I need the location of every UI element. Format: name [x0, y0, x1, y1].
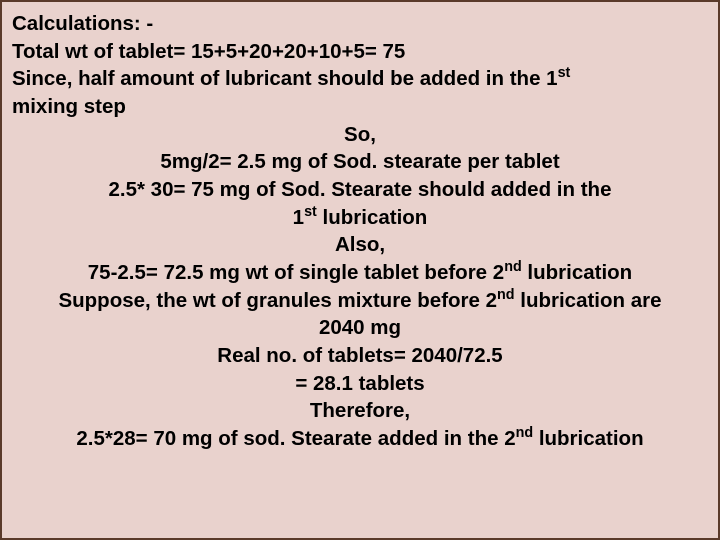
- text-part: lubrication are: [515, 289, 662, 312]
- text-part: lubrication: [522, 261, 632, 284]
- superscript: st: [558, 66, 571, 82]
- text-line: 2040 mg: [12, 314, 708, 342]
- text-line: 75-2.5= 72.5 mg wt of single tablet befo…: [12, 259, 708, 287]
- text-line: 2.5*28= 70 mg of sod. Stearate added in …: [12, 425, 708, 453]
- text-line: Real no. of tablets= 2040/72.5: [12, 342, 708, 370]
- superscript: nd: [497, 287, 515, 303]
- text-line: Calculations: -: [12, 10, 708, 38]
- text-line: So,: [12, 121, 708, 149]
- superscript: nd: [516, 425, 534, 441]
- text-line: Also,: [12, 231, 708, 259]
- text-part: 75-2.5= 72.5 mg wt of single tablet befo…: [88, 261, 504, 284]
- text-line: Since, half amount of lubricant should b…: [12, 65, 708, 93]
- text-part: lubrication: [533, 427, 643, 450]
- text-part: Since, half amount of lubricant should b…: [12, 67, 558, 90]
- slide-container: Calculations: - Total wt of tablet= 15+5…: [0, 0, 720, 540]
- text-part: 1: [293, 206, 304, 229]
- text-line: 1st lubrication: [12, 204, 708, 232]
- text-line: Total wt of tablet= 15+5+20+20+10+5= 75: [12, 38, 708, 66]
- superscript: nd: [504, 259, 522, 275]
- text-part: 2.5*28= 70 mg of sod. Stearate added in …: [76, 427, 515, 450]
- text-part: lubrication: [317, 206, 427, 229]
- text-line: 2.5* 30= 75 mg of Sod. Stearate should a…: [12, 176, 708, 204]
- text-line: = 28.1 tablets: [12, 370, 708, 398]
- text-part: Suppose, the wt of granules mixture befo…: [58, 289, 497, 312]
- text-line: Suppose, the wt of granules mixture befo…: [12, 287, 708, 315]
- text-line: 5mg/2= 2.5 mg of Sod. stearate per table…: [12, 148, 708, 176]
- superscript: st: [304, 204, 317, 220]
- text-line: mixing step: [12, 93, 708, 121]
- text-line: Therefore,: [12, 397, 708, 425]
